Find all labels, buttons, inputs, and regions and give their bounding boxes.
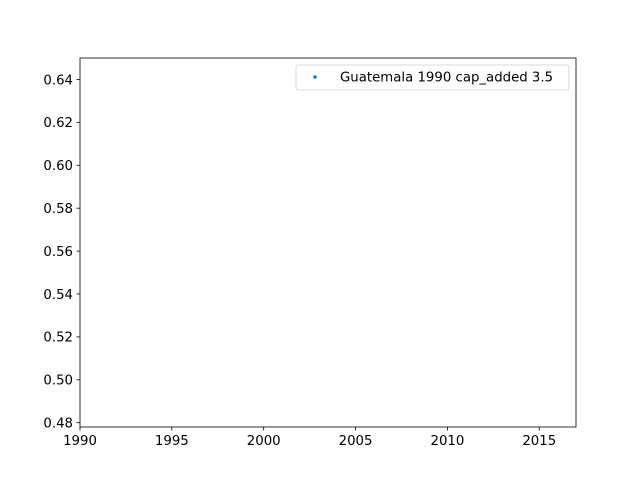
x-tick-label: 1990 — [63, 434, 97, 449]
ticks-layer: 1990 1995 2000 2005 2010 2015 0.48 0.50 0.52 0.54… — [43, 73, 556, 449]
y-tick-label: 0.50 — [43, 374, 73, 389]
y-tick-label: 0.60 — [43, 159, 73, 174]
x-tick-label: 2015 — [522, 434, 556, 449]
y-tick-label: 0.56 — [43, 245, 73, 260]
legend: Guatemala 1990 cap_added 3.5 — [295, 64, 570, 91]
x-tick-label: 2010 — [430, 434, 464, 449]
y-tick-label: 0.54 — [43, 288, 73, 303]
x-tick-label: 2000 — [247, 434, 281, 449]
legend-label: Guatemala 1990 cap_added 3.5 — [340, 71, 553, 86]
x-tick-label: 1995 — [155, 434, 189, 449]
legend-box — [295, 64, 570, 91]
y-tick-label: 0.52 — [43, 331, 73, 346]
x-tick-label: 2005 — [339, 434, 373, 449]
plot-frame — [79, 57, 577, 428]
y-tick-label: 0.62 — [43, 116, 73, 131]
y-tick-label: 0.58 — [43, 202, 73, 217]
y-tick-label: 0.48 — [43, 417, 73, 432]
legend-marker — [313, 75, 317, 79]
y-tick-label: 0.64 — [43, 73, 73, 88]
